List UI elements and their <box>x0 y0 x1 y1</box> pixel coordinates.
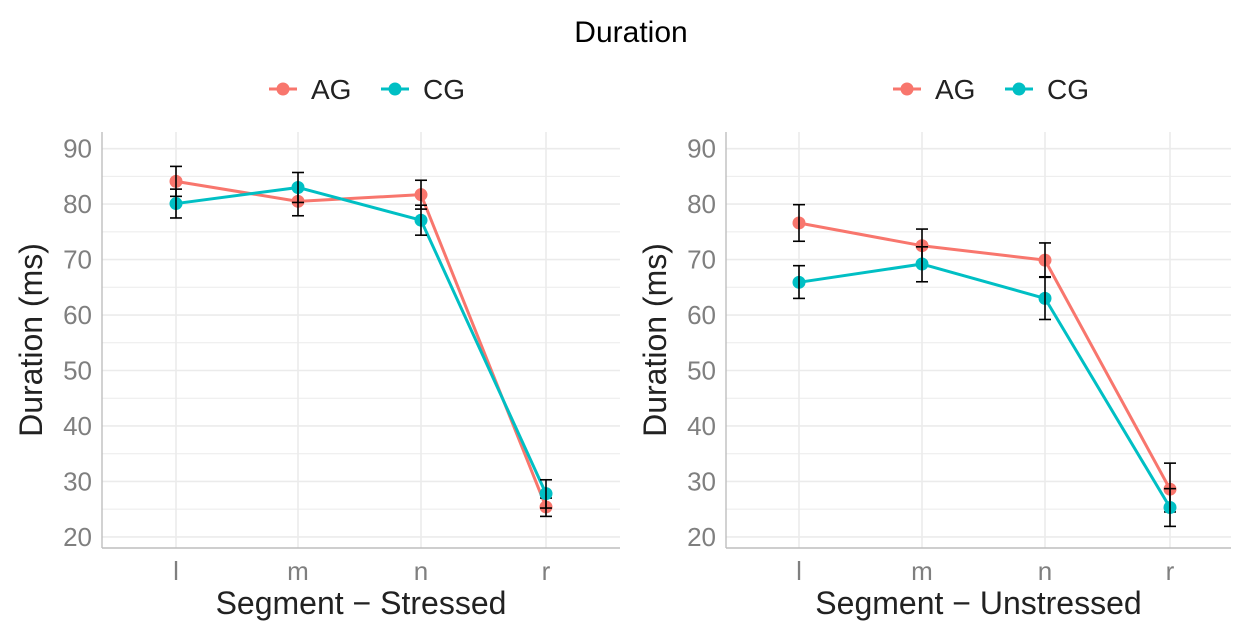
y-tick-label: 60 <box>687 300 716 330</box>
error-bar <box>292 171 304 204</box>
legend: AG CG <box>269 74 465 105</box>
error-bar <box>793 264 805 300</box>
x-tick-label: m <box>911 556 933 586</box>
x-tick-label: m <box>287 556 309 586</box>
y-tick-label: 70 <box>687 245 716 275</box>
y-tick-label: 50 <box>687 356 716 386</box>
x-tick-label: r <box>1166 556 1175 586</box>
chart-title: Duration <box>574 16 687 49</box>
y-tick-label: 90 <box>687 134 716 164</box>
y-axis-title: Duration (ms) <box>637 243 673 437</box>
x-tick-label: r <box>542 556 551 586</box>
series-line <box>175 179 548 508</box>
legend-key-point <box>1012 82 1026 96</box>
error-bar <box>916 246 928 283</box>
legend-item-ag: AG <box>893 74 975 105</box>
chart-panel-1: 20 30 40 50 60 70 80 90 l m n r Segment − Stressed Du… <box>13 74 620 621</box>
legend: AG CG <box>893 74 1089 105</box>
error-bar <box>793 203 805 243</box>
series-line <box>798 221 1172 490</box>
x-axis-title: Segment − Unstressed <box>815 585 1141 621</box>
x-axis-title: Segment − Stressed <box>216 585 507 621</box>
y-tick-label: 20 <box>687 522 716 552</box>
x-tick-label: n <box>1038 556 1052 586</box>
y-tick-label: 30 <box>687 466 716 496</box>
legend-key-point <box>276 82 290 96</box>
y-tick-label: 80 <box>63 189 92 219</box>
error-bar <box>415 204 427 236</box>
y-tick-label: 60 <box>63 300 92 330</box>
series-cg <box>169 171 553 509</box>
legend-key-point <box>900 82 914 96</box>
error-bar <box>170 188 182 219</box>
y-tick-label: 40 <box>687 411 716 441</box>
legend-label: CG <box>1047 74 1089 105</box>
legend-item-cg: CG <box>1005 74 1089 105</box>
series-ag <box>792 203 1177 513</box>
x-tick-label: l <box>173 556 179 586</box>
y-tick-label: 40 <box>63 411 92 441</box>
series-ag <box>169 165 553 518</box>
x-tick-label: l <box>796 556 802 586</box>
legend-label: CG <box>423 74 465 105</box>
y-tick-label: 90 <box>63 134 92 164</box>
legend-item-cg: CG <box>381 74 465 105</box>
legend-label: AG <box>935 74 975 105</box>
y-tick-label: 20 <box>63 522 92 552</box>
series-cg <box>792 246 1177 528</box>
series-line <box>175 185 548 495</box>
legend-key-point <box>388 82 402 96</box>
series-line <box>798 262 1172 509</box>
y-tick-label: 80 <box>687 189 716 219</box>
y-axis-title: Duration (ms) <box>13 243 49 437</box>
error-bar <box>1164 487 1176 528</box>
y-tick-label: 70 <box>63 245 92 275</box>
chart-panel-2: 20 30 40 50 60 70 80 90 l m n r Segment − Unstressed… <box>637 74 1231 621</box>
legend-item-ag: AG <box>269 74 351 105</box>
x-tick-label: n <box>414 556 428 586</box>
y-tick-label: 30 <box>63 466 92 496</box>
error-bar <box>1039 276 1051 321</box>
error-bar <box>540 478 552 509</box>
legend-label: AG <box>311 74 351 105</box>
y-tick-label: 50 <box>63 356 92 386</box>
